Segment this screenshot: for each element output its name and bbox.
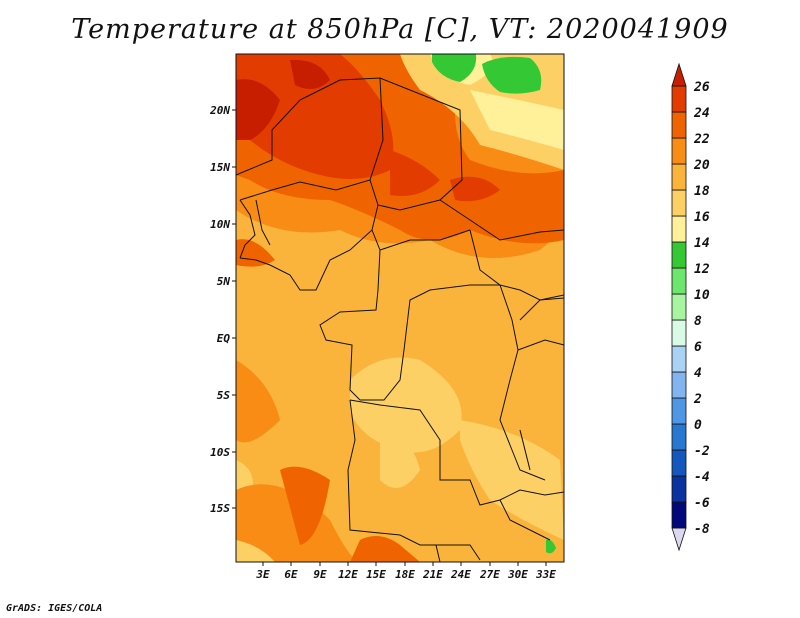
colorbar-label: 12	[694, 262, 710, 277]
colorbar-label: 8	[694, 314, 702, 329]
colorbar-swatch	[671, 241, 687, 269]
lat-label: 5S	[217, 389, 231, 402]
country-boundaries	[235, 53, 565, 563]
lat-label: 10S	[210, 446, 230, 459]
latitude-axis: 20N 15N 10N 5N EQ 5S 10S 15S	[209, 104, 236, 515]
colorbar-swatch	[671, 215, 687, 243]
colorbar-swatch	[671, 267, 687, 295]
colorbar-label: 22	[693, 132, 710, 147]
colorbar-label: 18	[694, 184, 710, 199]
colorbar-label: 2	[693, 392, 702, 407]
lon-label: 33E	[535, 568, 556, 581]
colorbar-swatch	[671, 475, 687, 503]
colorbar-swatch	[671, 319, 687, 347]
colorbar-label: 24	[693, 106, 710, 121]
colorbar-swatch	[671, 163, 687, 191]
colorbar-swatch	[671, 527, 687, 552]
lon-label: 3E	[255, 568, 270, 581]
map-title: Temperature at 850hPa [C], VT: 202004190…	[71, 14, 729, 45]
colorbar-label: 10	[694, 288, 710, 303]
colorbar-swatch	[671, 449, 687, 477]
colorbar-swatch	[671, 85, 687, 113]
colorbar-swatch	[671, 137, 687, 165]
colorbar-label: -4	[694, 470, 710, 485]
lon-label: 15E	[366, 568, 386, 581]
colorbar-swatch	[671, 371, 687, 399]
colorbar-label: 14	[694, 236, 710, 251]
colorbar-label: 20	[693, 158, 710, 173]
colorbar-label: 0	[694, 418, 702, 433]
lon-label: 24E	[450, 568, 471, 581]
temperature-field	[236, 54, 564, 562]
colorbar-swatch	[671, 62, 687, 87]
lat-label: 20N	[209, 104, 230, 117]
colorbar-label: 16	[694, 210, 710, 225]
colorbar-label: -2	[694, 444, 710, 459]
lat-label: 15N	[210, 161, 230, 174]
colorbar-swatch	[671, 345, 687, 373]
lon-label: 21E	[422, 568, 443, 581]
lon-label: 6E	[284, 568, 298, 581]
longitude-axis: 3E 6E 9E 12E 15E 18E 21E 24E 27E 30E 33E	[255, 562, 556, 581]
colorbar-label: -6	[694, 496, 710, 511]
lon-label: 30E	[507, 568, 528, 581]
lon-label: 27E	[479, 568, 500, 581]
colorbar-label: 26	[693, 80, 710, 95]
colorbar-swatch	[671, 189, 687, 217]
lat-label: 15S	[210, 502, 230, 515]
colorbar-swatch	[671, 501, 687, 529]
footer-credit: GrADS: IGES/COLA	[6, 603, 103, 614]
lat-label: 10N	[210, 218, 230, 231]
lon-label: 18E	[395, 568, 415, 581]
lon-label: 12E	[338, 568, 358, 581]
colorbar-label: 4	[694, 366, 702, 381]
lat-label: 5N	[217, 275, 231, 288]
lat-label: EQ	[217, 332, 231, 345]
colorbar: 26 24 22 20 18 16 14 12 10 8 6 4 2 0 -2 …	[671, 62, 710, 552]
colorbar-swatch	[671, 293, 687, 321]
lon-label: 9E	[313, 568, 327, 581]
colorbar-swatch	[671, 397, 687, 425]
colorbar-label: 6	[694, 340, 702, 355]
colorbar-swatch	[671, 423, 687, 451]
colorbar-label: -8	[694, 522, 710, 537]
colorbar-swatch	[671, 111, 687, 139]
